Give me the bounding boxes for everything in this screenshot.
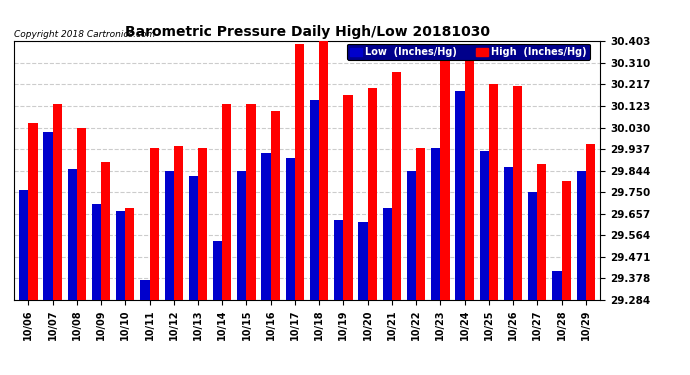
Bar (319, 41, 328, 300)
Bar (262, 153, 270, 300)
Bar (52, 104, 62, 300)
Bar (28, 123, 37, 300)
Bar (407, 171, 416, 300)
Bar (344, 95, 353, 300)
Bar (368, 88, 377, 300)
Bar (19, 190, 28, 300)
Bar (126, 209, 135, 300)
Bar (43, 132, 52, 300)
Bar (164, 171, 174, 300)
Bar (174, 146, 183, 300)
Bar (222, 104, 231, 300)
Text: Copyright 2018 Cartronics.com: Copyright 2018 Cartronics.com (14, 30, 155, 39)
Bar (586, 144, 595, 300)
Bar (392, 72, 401, 300)
Bar (455, 90, 464, 300)
Bar (237, 171, 246, 300)
Bar (464, 51, 474, 300)
Bar (552, 271, 562, 300)
Bar (416, 148, 425, 300)
Bar (358, 222, 368, 300)
Bar (140, 280, 150, 300)
Bar (431, 148, 440, 300)
Bar (562, 181, 571, 300)
Bar (116, 211, 126, 300)
Bar (246, 104, 256, 300)
Bar (270, 111, 280, 300)
Title: Barometric Pressure Daily High/Low 20181030: Barometric Pressure Daily High/Low 20181… (125, 25, 489, 39)
Bar (310, 100, 319, 300)
Bar (198, 148, 207, 300)
Bar (513, 86, 522, 300)
Bar (480, 151, 489, 300)
Bar (440, 56, 450, 300)
Bar (92, 204, 101, 300)
Bar (213, 241, 222, 300)
Bar (295, 44, 304, 300)
Bar (489, 84, 498, 300)
Bar (68, 169, 77, 300)
Bar (286, 158, 295, 300)
Legend: Low  (Inches/Hg), High  (Inches/Hg): Low (Inches/Hg), High (Inches/Hg) (346, 44, 589, 60)
Bar (101, 162, 110, 300)
Bar (383, 209, 392, 300)
Bar (77, 128, 86, 300)
Bar (528, 192, 538, 300)
Bar (504, 167, 513, 300)
Bar (334, 220, 344, 300)
Bar (150, 148, 159, 300)
Bar (577, 171, 586, 300)
Bar (189, 176, 198, 300)
Bar (538, 165, 546, 300)
